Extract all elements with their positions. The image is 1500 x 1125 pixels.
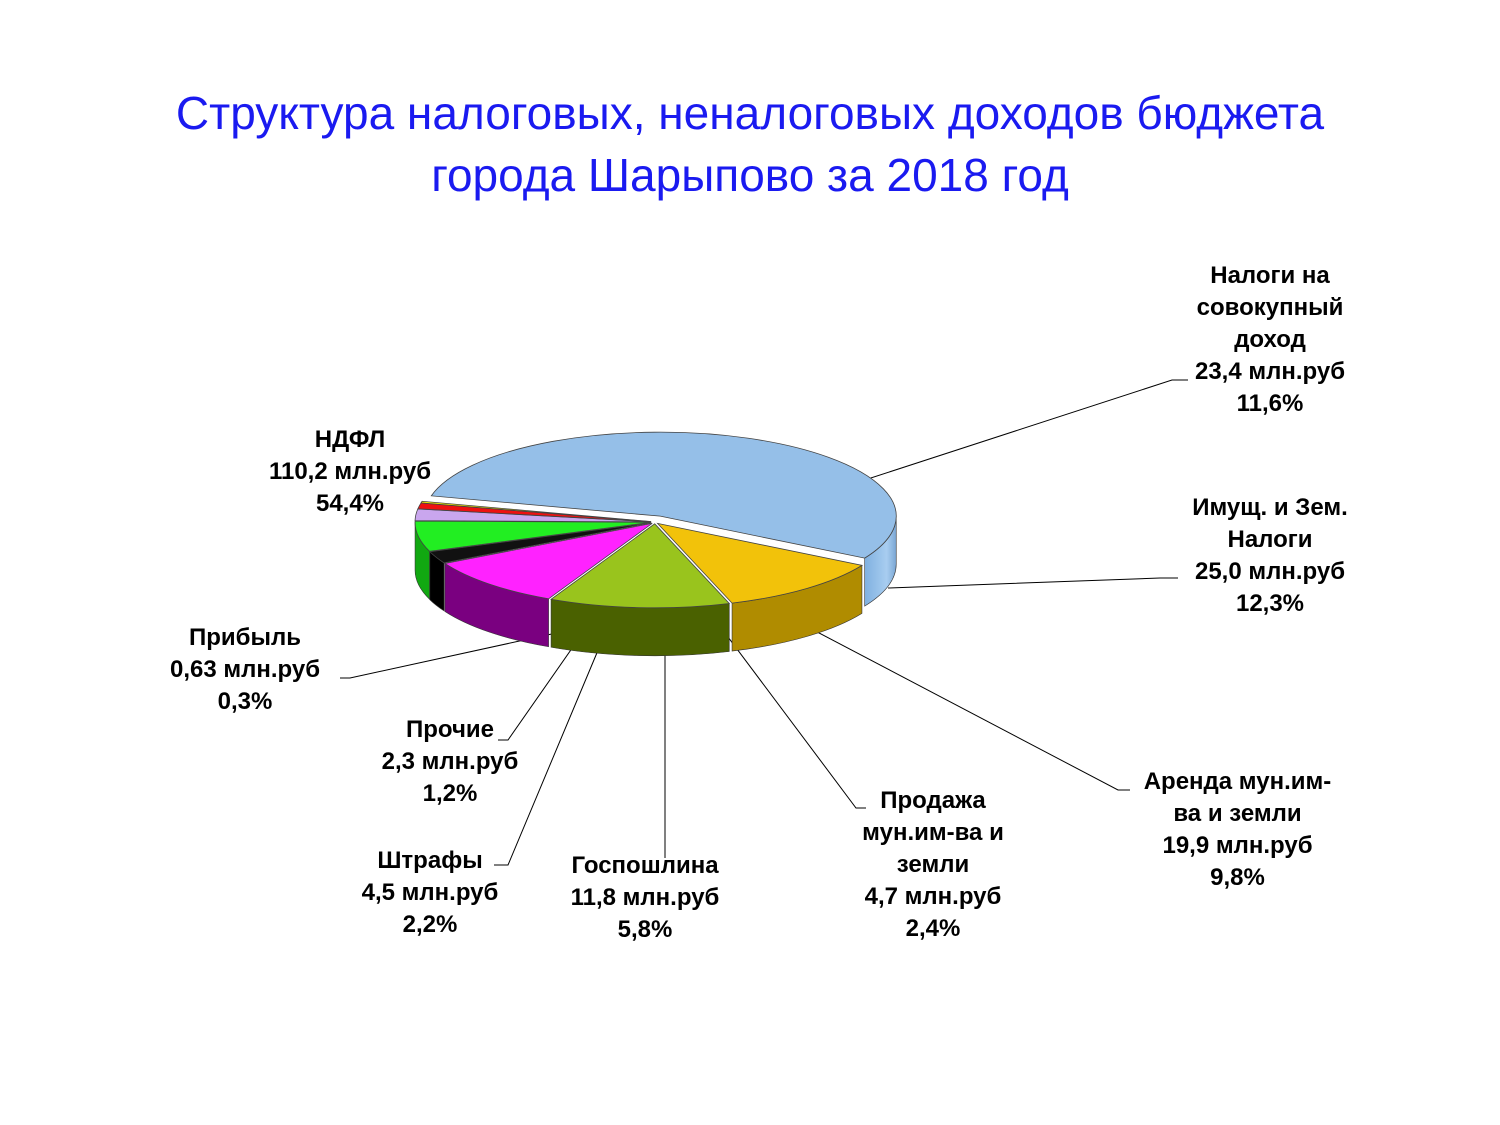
pie-slices [414,431,897,657]
slice-top-imusch [550,523,731,609]
slice-top-sovokupny [656,522,864,604]
slice-label-pribyl: Прибыль 0,63 млн.руб 0,3% [150,622,340,718]
chart-title-line-1: Структура налоговых, неналоговых доходов… [175,87,1325,139]
leader-line-arenda [801,623,1130,791]
slice-top-arenda [443,522,653,600]
slice-label-prodazha-name-2: мун.им-ва и [862,819,1004,846]
slice-label-arenda: Аренда мун.им- ва и земли 19,9 млн.руб 9… [1120,766,1355,894]
slice-label-prodazha-percent: 2,4% [905,915,961,942]
leader-line-pribyl [340,629,571,679]
slice-label-sovokupny-name-2: совокупный [1196,294,1344,321]
slice-top-pribyl [420,500,652,522]
slice-label-ndfl-name: НДФЛ [314,426,386,453]
slice-label-imusch-name-1: Имущ. и Зем. [1192,494,1348,521]
slice-label-arenda-percent: 9,8% [1210,864,1265,891]
slice-label-sovokupny-percent: 11,6% [1236,390,1304,417]
slice-label-arenda-name-1: Аренда мун.им- [1143,768,1332,795]
slice-label-sovokupny-name-1: Налоги на [1210,262,1330,289]
slice-label-gosposhlina-name: Госпошлина [571,852,719,879]
slice-top-gosposhlina [414,520,652,552]
leader-lines [340,379,1188,866]
leader-line-sovokupny [839,379,1188,489]
chart-title: Структура налоговых, неналоговых доходов… [0,82,1500,206]
slice-label-sovokupny-amount: 23,4 млн.руб [1194,358,1346,385]
slice-label-gosposhlina: Госпошлина 11,8 млн.руб 5,8% [550,850,740,946]
slice-label-sovokupny: Налоги на совокупный доход 23,4 млн.руб … [1170,260,1370,420]
leader-line-prodazha [724,632,866,809]
slice-label-pribyl-amount: 0,63 млн.руб [169,656,321,683]
slice-label-imusch: Имущ. и Зем. Налоги 25,0 млн.руб 12,3% [1165,492,1375,620]
slice-label-shtrafy-percent: 2,2% [402,911,458,938]
slice-label-prochie-amount: 2,3 млн.руб [381,748,519,775]
slice-top-prodazha [428,522,652,564]
slice-label-sovokupny-name-3: доход [1234,326,1306,353]
slice-label-ndfl: НДФЛ 110,2 млн.руб 54,4% [245,424,455,520]
slice-label-imusch-name-2: Налоги [1227,526,1313,553]
slice-label-prodazha-name-1: Продажа [880,787,986,814]
leader-line-imusch [887,577,1178,589]
slice-top-ndfl [430,431,897,559]
slice-label-ndfl-amount: 110,2 млн.руб [268,458,432,485]
chart-title-line-2: города Шарыпово за 2018 год [431,149,1069,201]
slice-label-prodazha: Продажа мун.им-ва и земли 4,7 млн.руб 2,… [838,785,1028,945]
slice-label-pribyl-percent: 0,3% [217,688,273,715]
slice-label-arenda-name-2: ва и земли [1173,800,1302,827]
slice-label-shtrafy: Штрафы 4,5 млн.руб 2,2% [340,845,520,941]
leader-line-prochie [498,633,583,741]
slice-label-gosposhlina-amount: 11,8 млн.руб [570,884,720,911]
slice-label-prochie-percent: 1,2% [422,780,478,807]
slice-label-imusch-percent: 12,3% [1235,590,1305,617]
slice-label-prodazha-name-3: земли [896,851,970,878]
slice-label-ndfl-percent: 54,4% [315,490,385,517]
slice-label-prochie: Прочие 2,3 млн.руб 1,2% [360,714,540,810]
slice-label-gosposhlina-percent: 5,8% [617,916,673,943]
slice-label-arenda-amount: 19,9 млн.руб [1162,832,1313,859]
slice-label-shtrafy-name: Штрафы [377,847,483,874]
slice-label-pribyl-name: Прибыль [189,624,301,651]
slice-label-prochie-name: Прочие [405,716,494,743]
slice-label-imusch-amount: 25,0 млн.руб [1194,558,1346,585]
slice-label-prodazha-amount: 4,7 млн.руб [864,883,1002,910]
slice-label-shtrafy-amount: 4,5 млн.руб [361,879,499,906]
leader-line-shtrafy [494,635,605,866]
